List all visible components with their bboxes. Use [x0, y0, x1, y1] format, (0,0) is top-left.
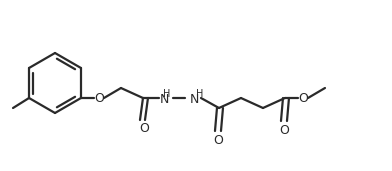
Text: O: O	[94, 91, 104, 104]
Text: N: N	[159, 93, 169, 106]
Text: O: O	[298, 91, 308, 104]
Text: N: N	[189, 93, 199, 106]
Text: H: H	[163, 89, 171, 99]
Text: O: O	[213, 134, 223, 147]
Text: O: O	[139, 122, 149, 135]
Text: O: O	[279, 123, 289, 136]
Text: H: H	[196, 89, 204, 99]
